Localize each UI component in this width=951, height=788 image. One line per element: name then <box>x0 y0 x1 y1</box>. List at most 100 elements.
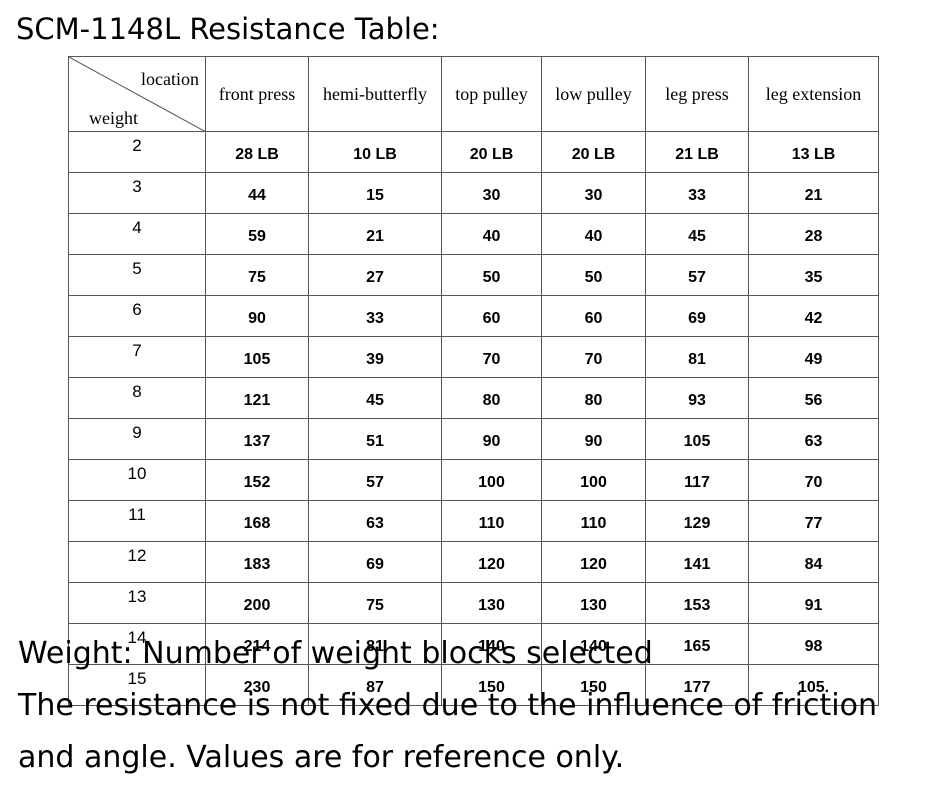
value-cell: 35 <box>748 254 879 296</box>
value-cell: 30 <box>541 172 646 214</box>
value-cell: 110 <box>541 500 646 542</box>
corner-cell: location weight <box>68 56 206 132</box>
table-row: 3 44 15 30 30 33 21 <box>68 172 879 214</box>
value-cell: 33 <box>645 172 749 214</box>
value-cell: 100 <box>541 459 646 501</box>
value-cell: 21 <box>308 213 442 255</box>
weight-cell: 6 <box>68 295 206 337</box>
value-cell: 27 <box>308 254 442 296</box>
table-row: 9 137 51 90 90 105 63 <box>68 418 879 460</box>
value-cell: 63 <box>748 418 879 460</box>
value-cell: 70 <box>748 459 879 501</box>
value-cell: 15 <box>308 172 442 214</box>
value-cell: 100 <box>441 459 542 501</box>
weight-cell: 10 <box>68 459 206 501</box>
column-header: hemi-butterfly <box>308 56 442 132</box>
value-cell: 21 <box>748 172 879 214</box>
value-cell: 105. <box>748 664 879 706</box>
resistance-table: location weight front press hemi-butterfl… <box>68 56 879 706</box>
value-cell: 50 <box>441 254 542 296</box>
value-cell: 130 <box>441 582 542 624</box>
value-cell: 93 <box>645 377 749 419</box>
value-cell: 150 <box>541 664 646 706</box>
value-cell: 168 <box>205 500 309 542</box>
weight-cell: 15 <box>68 664 206 706</box>
value-cell: 42 <box>748 295 879 337</box>
value-cell: 30 <box>441 172 542 214</box>
table-row: 15 230 87 150 150 177 105. <box>68 664 879 706</box>
value-cell: 152 <box>205 459 309 501</box>
value-cell: 140 <box>441 623 542 665</box>
column-axis-label: location <box>141 69 199 89</box>
note: and angle. Values are for reference only… <box>18 740 625 775</box>
table-body: 2 28 LB 10 LB 20 LB 20 LB 21 LB 13 LB 3 44 15 30 30… <box>68 131 879 706</box>
value-cell: 69 <box>645 295 749 337</box>
value-cell: 84 <box>748 541 879 583</box>
weight-cell: 12 <box>68 541 206 583</box>
value-cell: 87 <box>308 664 442 706</box>
value-cell: 28 LB <box>205 131 309 173</box>
value-cell: 56 <box>748 377 879 419</box>
column-header: leg press <box>645 56 749 132</box>
value-cell: 120 <box>441 541 542 583</box>
value-cell: 10 LB <box>308 131 442 173</box>
value-cell: 98 <box>748 623 879 665</box>
value-cell: 69 <box>308 541 442 583</box>
value-cell: 21 LB <box>645 131 749 173</box>
note: The resistance is not fixed due to the i… <box>18 688 877 723</box>
value-cell: 80 <box>541 377 646 419</box>
value-cell: 45 <box>308 377 442 419</box>
value-cell: 39 <box>308 336 442 378</box>
value-cell: 20 LB <box>441 131 542 173</box>
weight-cell: 7 <box>68 336 206 378</box>
value-cell: 81 <box>645 336 749 378</box>
value-cell: 44 <box>205 172 309 214</box>
value-cell: 28 <box>748 213 879 255</box>
value-cell: 130 <box>541 582 646 624</box>
value-cell: 120 <box>541 541 646 583</box>
title: SCM-1148L Resistance Table: <box>16 12 440 46</box>
value-cell: 117 <box>645 459 749 501</box>
weight-cell: 13 <box>68 582 206 624</box>
value-cell: 60 <box>541 295 646 337</box>
value-cell: 153 <box>645 582 749 624</box>
table-row: 5 75 27 50 50 57 35 <box>68 254 879 296</box>
value-cell: 105 <box>645 418 749 460</box>
column-header: leg extension <box>748 56 879 132</box>
weight-cell: 5 <box>68 254 206 296</box>
value-cell: 214 <box>205 623 309 665</box>
table-row: 12 183 69 120 120 141 84 <box>68 541 879 583</box>
value-cell: 105 <box>205 336 309 378</box>
weight-cell: 8 <box>68 377 206 419</box>
value-cell: 77 <box>748 500 879 542</box>
value-cell: 91 <box>748 582 879 624</box>
value-cell: 60 <box>441 295 542 337</box>
column-header: low pulley <box>541 56 646 132</box>
value-cell: 200 <box>205 582 309 624</box>
table-row: 13 200 75 130 130 153 91 <box>68 582 879 624</box>
value-cell: 59 <box>205 213 309 255</box>
weight-cell: 4 <box>68 213 206 255</box>
value-cell: 40 <box>441 213 542 255</box>
column-header: front press <box>205 56 309 132</box>
row-axis-label: weight <box>89 108 138 128</box>
table-row: 6 90 33 60 60 69 42 <box>68 295 879 337</box>
header-row: location weight front press hemi-butterfl… <box>68 56 879 132</box>
weight-cell: 11 <box>68 500 206 542</box>
table-row: 4 59 21 40 40 45 28 <box>68 213 879 255</box>
value-cell: 20 LB <box>541 131 646 173</box>
value-cell: 90 <box>541 418 646 460</box>
value-cell: 165 <box>645 623 749 665</box>
value-cell: 33 <box>308 295 442 337</box>
value-cell: 129 <box>645 500 749 542</box>
value-cell: 150 <box>441 664 542 706</box>
value-cell: 63 <box>308 500 442 542</box>
table-row: 10 152 57 100 100 117 70 <box>68 459 879 501</box>
table-row: 7 105 39 70 70 81 49 <box>68 336 879 378</box>
table-row: 2 28 LB 10 LB 20 LB 20 LB 21 LB 13 LB <box>68 131 879 173</box>
value-cell: 49 <box>748 336 879 378</box>
weight-cell: 2 <box>68 131 206 173</box>
table-row: 11 168 63 110 110 129 77 <box>68 500 879 542</box>
value-cell: 177 <box>645 664 749 706</box>
